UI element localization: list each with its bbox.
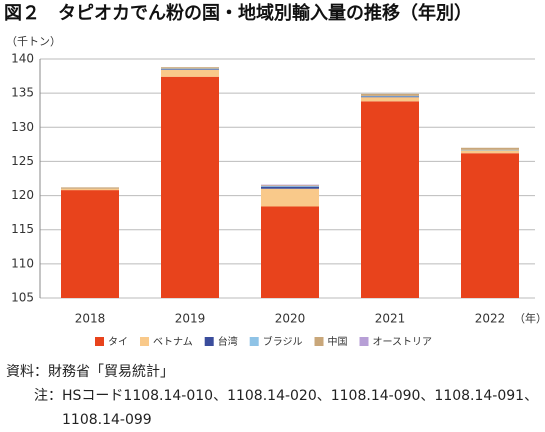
- y-unit: （千トン）: [6, 35, 61, 48]
- bar-segment: [261, 206, 319, 298]
- legend-swatch: [140, 337, 149, 346]
- bar-segment: [61, 188, 119, 191]
- legend-swatch: [204, 337, 214, 346]
- legend-label: オーストリア: [373, 336, 433, 348]
- bar-segment: [461, 149, 519, 151]
- bar-segment: [361, 101, 419, 298]
- chart-title: 図２ タピオカでん粉の国・地域別輸入量の推移（年別）: [4, 2, 472, 24]
- bar-segment: [61, 190, 119, 298]
- bar-segment: [461, 147, 519, 150]
- bar-segment: [261, 186, 319, 187]
- legend-label: ベトナム: [153, 336, 193, 348]
- x-tick-label: 2019: [175, 312, 206, 326]
- bar-segment: [361, 97, 419, 102]
- bar-segment: [161, 76, 219, 298]
- x-tick-label: 2020: [275, 312, 306, 326]
- bar-segment: [161, 69, 219, 70]
- notes: 資料： 財務省「貿易統計」 注： HSコード1108.14-010、1108.14-…: [6, 360, 541, 432]
- legend-swatch: [314, 337, 324, 346]
- legend-swatch: [359, 337, 369, 346]
- bar-segment: [61, 187, 119, 189]
- y-tick-label: 110: [11, 256, 34, 270]
- bar-segment: [161, 68, 219, 70]
- bar-segment: [261, 184, 319, 186]
- legend-label: 中国: [328, 335, 348, 348]
- legend-label: タイ: [108, 336, 128, 348]
- bar-segment: [461, 153, 519, 298]
- note: HSコード1108.14-010、1108.14-020、1108.14-090…: [62, 388, 539, 428]
- y-tick-label: 115: [11, 222, 34, 236]
- bar-segment: [461, 150, 519, 154]
- source-label: 資料：: [6, 364, 48, 380]
- source: 財務省「貿易統計」: [48, 364, 174, 380]
- legend-swatch: [249, 337, 259, 346]
- y-tick-label: 105: [11, 291, 34, 305]
- bar-segment: [261, 188, 319, 207]
- y-tick-label: 120: [11, 188, 34, 202]
- bar-segment: [361, 95, 419, 97]
- x-tick-label: 2018: [75, 312, 106, 326]
- x-tick-label: 2021: [375, 312, 406, 326]
- legend-label: ブラジル: [263, 335, 303, 348]
- bar-segment: [261, 185, 319, 187]
- y-tick-label: 130: [11, 120, 34, 134]
- bar-segment: [361, 96, 419, 98]
- bar-segment: [261, 186, 319, 189]
- x-tick-label: 2022: [475, 312, 506, 326]
- bar-segment: [161, 67, 219, 69]
- y-tick-label: 140: [11, 52, 34, 66]
- legend-label: 台湾: [218, 335, 238, 348]
- bar-segment: [361, 93, 419, 96]
- x-unit: （年）: [514, 311, 545, 325]
- bar-segment: [161, 69, 219, 77]
- y-tick-label: 135: [11, 86, 34, 100]
- legend-swatch: [95, 337, 104, 346]
- source-row: 資料： 財務省「貿易統計」: [6, 360, 541, 384]
- y-tick-label: 125: [11, 154, 34, 168]
- note-row: 注： HSコード1108.14-010、1108.14-020、1108.14-0…: [6, 384, 541, 432]
- chart: 図２ タピオカでん粉の国・地域別輸入量の推移（年別） （千トン） （年） 105…: [4, 2, 545, 348]
- note-label: 注：: [34, 388, 62, 404]
